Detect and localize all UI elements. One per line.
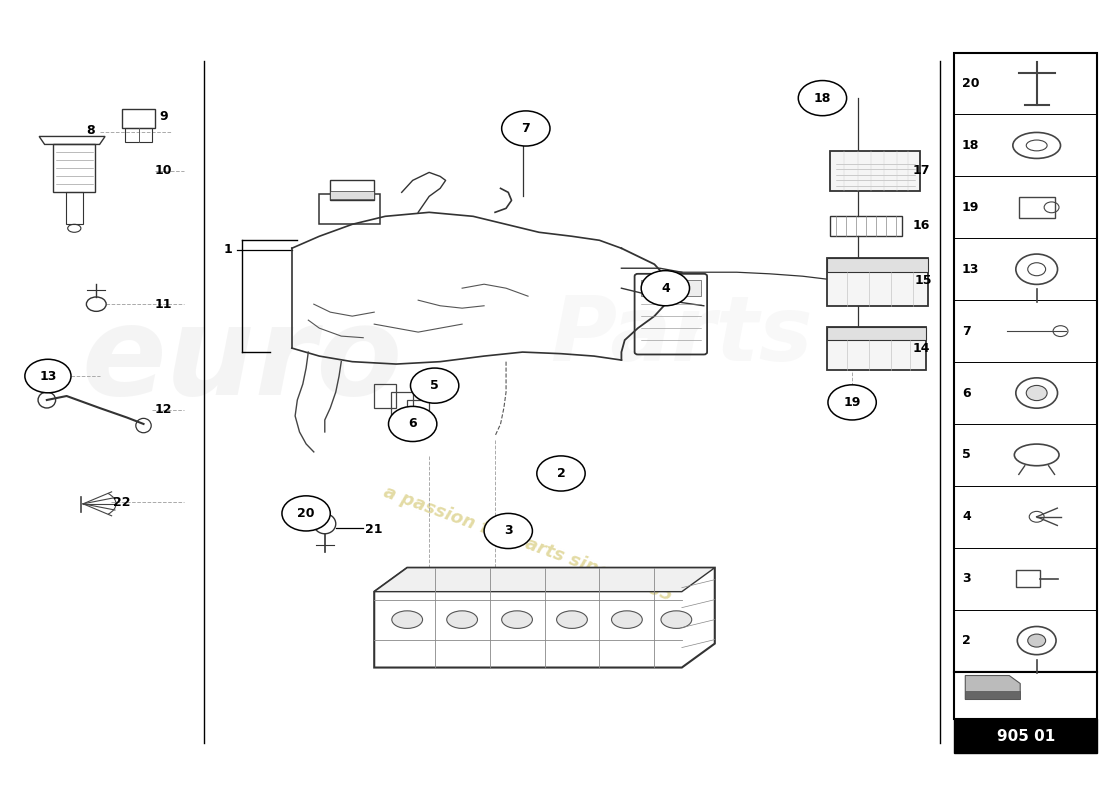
Bar: [330, 190, 374, 198]
Bar: [121, 109, 154, 129]
Bar: [330, 180, 374, 200]
Bar: [54, 145, 96, 192]
Text: 905 01: 905 01: [997, 729, 1055, 744]
Circle shape: [388, 406, 437, 442]
Bar: [374, 384, 396, 408]
Text: 13: 13: [962, 262, 979, 276]
Text: 8: 8: [87, 123, 95, 137]
Text: 6: 6: [962, 386, 970, 399]
Bar: [955, 719, 1097, 753]
Text: 7: 7: [962, 325, 970, 338]
Text: 13: 13: [40, 370, 56, 382]
Text: 4: 4: [661, 282, 670, 294]
Bar: [319, 194, 380, 224]
Bar: [827, 258, 928, 272]
Ellipse shape: [557, 611, 587, 629]
Circle shape: [828, 385, 877, 420]
Text: 4: 4: [962, 510, 970, 523]
Bar: [955, 671, 1097, 719]
Circle shape: [25, 359, 72, 393]
Bar: [407, 400, 429, 424]
Text: 11: 11: [154, 298, 172, 310]
Text: a passion for parts since 1965: a passion for parts since 1965: [381, 483, 675, 605]
Text: 16: 16: [913, 219, 930, 233]
Bar: [1019, 197, 1055, 218]
Text: 3: 3: [504, 525, 513, 538]
Text: 22: 22: [113, 496, 130, 509]
Ellipse shape: [612, 611, 642, 629]
Text: euro: euro: [81, 299, 403, 421]
Bar: [66, 192, 84, 224]
Bar: [830, 216, 902, 236]
Polygon shape: [374, 568, 715, 592]
Text: 19: 19: [962, 201, 979, 214]
Bar: [827, 326, 926, 340]
Text: 6: 6: [408, 418, 417, 430]
Bar: [827, 258, 928, 306]
Text: 2: 2: [557, 467, 565, 480]
Ellipse shape: [1027, 634, 1046, 647]
Text: 20: 20: [962, 77, 979, 90]
Bar: [830, 151, 921, 190]
Circle shape: [537, 456, 585, 491]
Text: 1: 1: [223, 243, 232, 256]
Text: 2: 2: [962, 634, 970, 647]
Text: 9: 9: [160, 110, 167, 123]
Circle shape: [410, 368, 459, 403]
Bar: [955, 53, 1097, 671]
Polygon shape: [966, 675, 1020, 699]
Text: 3: 3: [962, 572, 970, 585]
Text: 5: 5: [430, 379, 439, 392]
Text: 15: 15: [915, 274, 933, 286]
Bar: [1015, 570, 1040, 587]
Text: 10: 10: [154, 164, 172, 178]
Text: 20: 20: [297, 507, 315, 520]
Circle shape: [282, 496, 330, 531]
Text: 17: 17: [913, 164, 931, 178]
Text: 19: 19: [844, 396, 861, 409]
Ellipse shape: [502, 611, 532, 629]
Text: 21: 21: [365, 523, 383, 536]
Circle shape: [641, 270, 690, 306]
Circle shape: [502, 111, 550, 146]
Ellipse shape: [1026, 386, 1047, 401]
Ellipse shape: [447, 611, 477, 629]
Text: 18: 18: [814, 92, 832, 105]
Text: 12: 12: [154, 403, 172, 416]
Bar: [641, 280, 701, 296]
Circle shape: [484, 514, 532, 549]
Ellipse shape: [661, 611, 692, 629]
Text: 7: 7: [521, 122, 530, 135]
Bar: [124, 129, 152, 142]
Bar: [827, 326, 926, 370]
Ellipse shape: [392, 611, 422, 629]
Polygon shape: [966, 691, 1020, 699]
Bar: [390, 392, 412, 416]
Circle shape: [799, 81, 847, 116]
Text: 14: 14: [913, 342, 931, 354]
Text: 5: 5: [962, 449, 970, 462]
Text: Parts: Parts: [550, 292, 813, 380]
Text: 18: 18: [962, 139, 979, 152]
